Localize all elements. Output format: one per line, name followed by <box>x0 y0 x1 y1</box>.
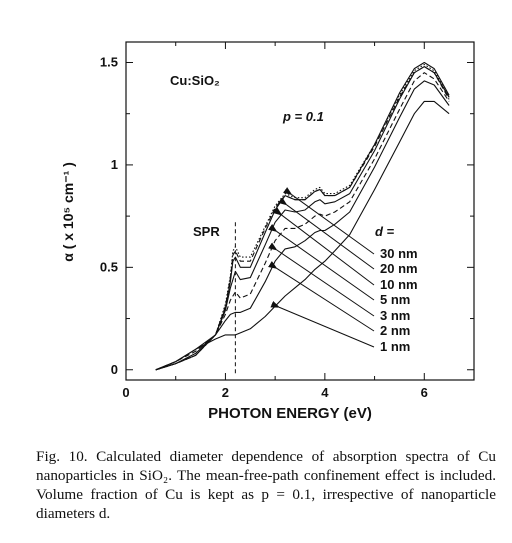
legend-arrow <box>268 261 375 332</box>
series-line-30nm <box>155 63 450 371</box>
figure-caption: Fig. 10. Calculated diameter dependence … <box>36 447 496 523</box>
series-line-5nm <box>155 66 450 371</box>
series-line-2nm <box>155 80 450 371</box>
x-axis-label: PHOTON ENERGY (eV) <box>208 405 372 422</box>
legend-label: 30 nm <box>380 246 418 261</box>
legend-label: 1 nm <box>380 339 410 354</box>
legend-arrow <box>268 223 375 301</box>
legend-arrow <box>268 242 375 317</box>
y-tick-label: 0.5 <box>100 259 118 274</box>
legend-label: 3 nm <box>380 308 410 323</box>
caption-text: Fig. 10. Calculated diameter dependence … <box>36 448 496 522</box>
legend-label: 10 nm <box>380 277 418 292</box>
series-line-3nm <box>155 72 450 371</box>
y-tick-label: 0 <box>111 362 118 377</box>
legend-arrow <box>270 300 375 348</box>
plot-frame <box>125 41 475 381</box>
series-line-1nm <box>155 100 450 371</box>
x-tick-label: 4 <box>321 385 329 400</box>
legend-label: 20 nm <box>380 261 418 276</box>
y-axis-label: α ( x 10⁵ cm⁻¹ ) <box>60 162 76 262</box>
y-tick-label: 1 <box>111 157 118 172</box>
legend-label: 2 nm <box>380 323 410 338</box>
axis-ticks: 0 2 4 6 0 0.5 1 1.5 <box>100 42 475 400</box>
x-tick-label: 0 <box>122 385 129 400</box>
spr-label: SPR <box>193 224 220 239</box>
series-layer <box>155 61 450 371</box>
legend-label: 5 nm <box>380 292 410 307</box>
material-label: Cu:SiO₂ <box>170 73 220 88</box>
plot-border <box>125 41 475 381</box>
legend-arrow <box>283 187 375 255</box>
d-label: d = <box>375 224 395 239</box>
series-line-10nm <box>155 61 450 371</box>
fraction-label: p = 0.1 <box>282 109 324 124</box>
legend-arrow <box>278 197 375 270</box>
x-tick-label: 2 <box>222 385 229 400</box>
x-tick-label: 6 <box>421 385 428 400</box>
y-tick-label: 1.5 <box>100 54 118 69</box>
legend-arrow <box>273 207 375 286</box>
